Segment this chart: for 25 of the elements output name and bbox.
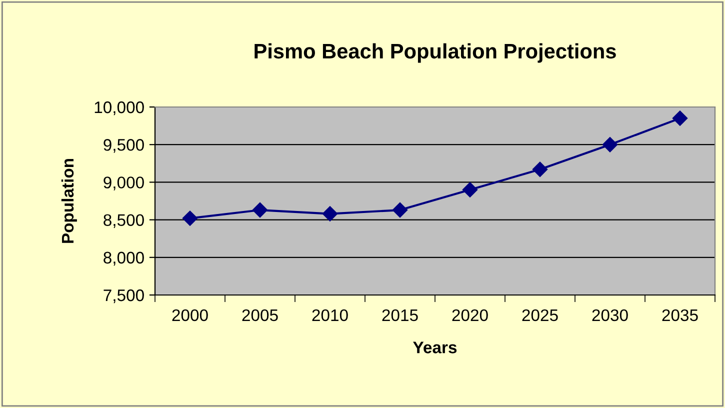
x-tick-label: 2015 [382, 309, 418, 322]
x-tick-label: 2010 [312, 309, 348, 322]
point [602, 137, 618, 152]
point [322, 206, 338, 222]
y-tick-label: 7,500 [104, 289, 144, 304]
x-tick-label: 2000 [172, 309, 208, 322]
point [532, 162, 548, 177]
point [392, 202, 408, 218]
y-tick-label: 9,500 [104, 139, 144, 153]
point [672, 110, 688, 126]
point [252, 202, 268, 218]
y-axis-title: Population [61, 158, 77, 243]
point [182, 210, 198, 226]
y-tick-label: 8,500 [104, 214, 144, 228]
x-tick-label: 2005 [242, 309, 278, 322]
y-tick-label: 9,000 [104, 176, 144, 190]
x-tick-label: 2030 [592, 309, 628, 322]
y-tick-label: 8,000 [104, 252, 144, 266]
x-tick-label: 2035 [662, 309, 698, 322]
y-tick-label: 10,000 [94, 101, 144, 116]
chart-title: Pismo Beach Population Projections [254, 43, 616, 63]
x-axis-title: Years [413, 342, 457, 354]
x-tick-label: 2020 [452, 309, 488, 322]
x-tick-label: 2025 [522, 309, 558, 322]
point [462, 182, 478, 198]
